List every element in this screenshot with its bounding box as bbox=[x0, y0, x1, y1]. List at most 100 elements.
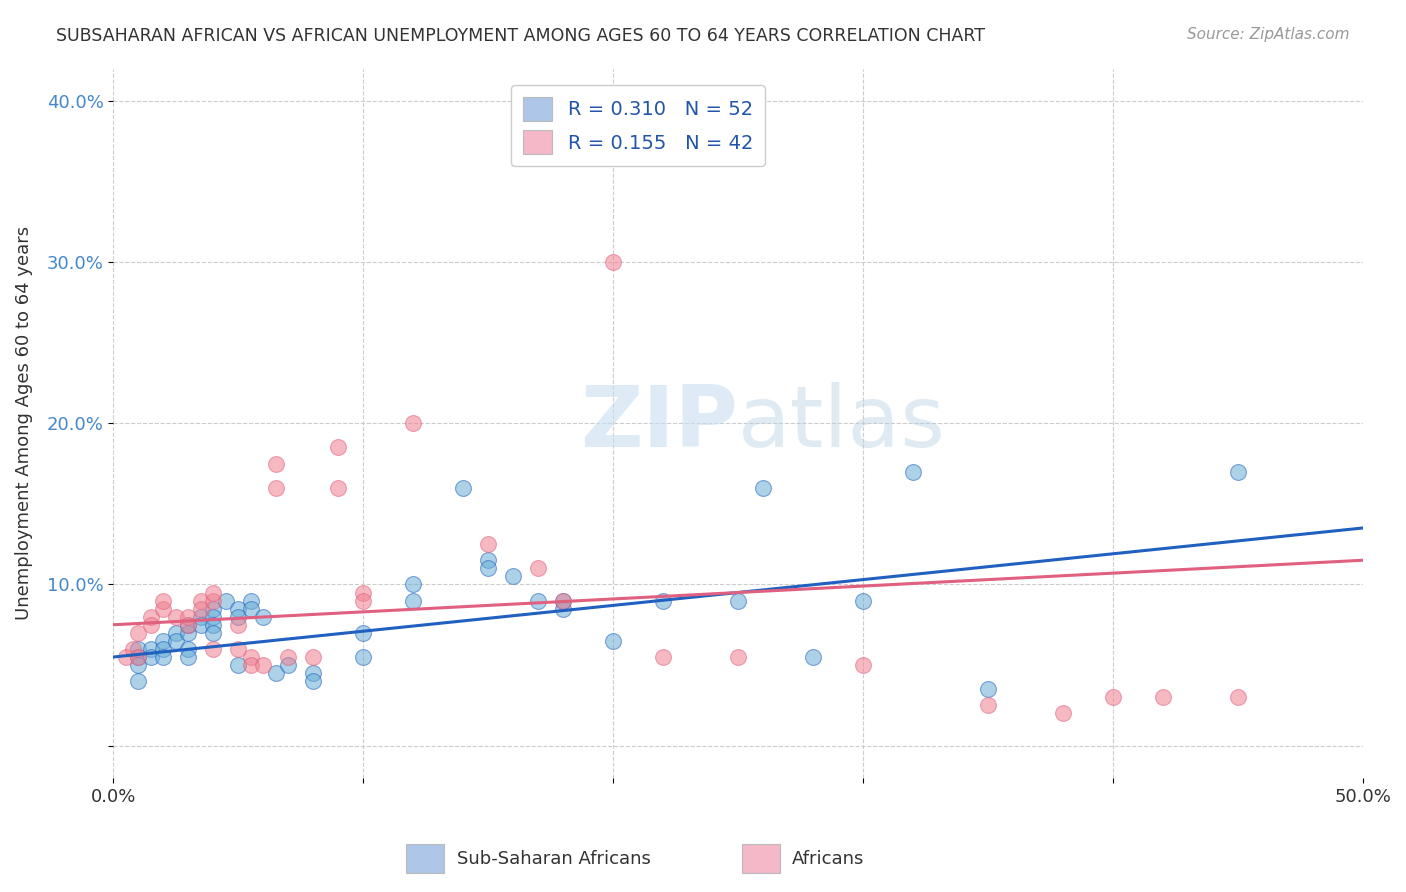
Point bbox=[553, 593, 575, 607]
Point bbox=[477, 553, 499, 567]
Point bbox=[277, 658, 299, 673]
Point bbox=[302, 674, 325, 689]
Point bbox=[727, 593, 749, 607]
Point bbox=[152, 642, 174, 657]
Point bbox=[602, 255, 624, 269]
Point bbox=[652, 593, 675, 607]
Point bbox=[852, 593, 875, 607]
Point bbox=[352, 593, 374, 607]
Bar bbox=[742, 844, 779, 873]
Point bbox=[652, 650, 675, 665]
Point bbox=[122, 642, 145, 657]
Point bbox=[451, 481, 474, 495]
Point bbox=[264, 457, 287, 471]
Point bbox=[177, 642, 200, 657]
Point bbox=[139, 609, 162, 624]
Point bbox=[402, 593, 425, 607]
Point bbox=[852, 658, 875, 673]
Point bbox=[202, 601, 225, 615]
Text: atlas: atlas bbox=[738, 382, 946, 465]
Point bbox=[127, 625, 149, 640]
Point bbox=[352, 585, 374, 599]
Point bbox=[228, 658, 250, 673]
Point bbox=[252, 658, 274, 673]
Point bbox=[177, 609, 200, 624]
Point bbox=[302, 650, 325, 665]
Point bbox=[139, 642, 162, 657]
Point bbox=[1226, 465, 1249, 479]
Point bbox=[352, 650, 374, 665]
Point bbox=[177, 625, 200, 640]
Point bbox=[239, 658, 262, 673]
Point bbox=[215, 593, 238, 607]
Text: Africans: Africans bbox=[793, 849, 865, 868]
Point bbox=[202, 609, 225, 624]
Point bbox=[477, 561, 499, 575]
Point bbox=[127, 642, 149, 657]
Point bbox=[127, 650, 149, 665]
Point bbox=[752, 481, 775, 495]
Point bbox=[553, 593, 575, 607]
Legend: R = 0.310   N = 52, R = 0.155   N = 42: R = 0.310 N = 52, R = 0.155 N = 42 bbox=[512, 86, 765, 166]
Point bbox=[228, 642, 250, 657]
Point bbox=[1226, 690, 1249, 705]
Point bbox=[302, 666, 325, 681]
Point bbox=[152, 593, 174, 607]
Point bbox=[801, 650, 824, 665]
Point bbox=[1101, 690, 1123, 705]
Point bbox=[127, 658, 149, 673]
Point bbox=[402, 577, 425, 591]
Point bbox=[239, 593, 262, 607]
Point bbox=[264, 481, 287, 495]
Point bbox=[527, 561, 550, 575]
Point bbox=[165, 625, 187, 640]
Point bbox=[202, 585, 225, 599]
Point bbox=[328, 441, 350, 455]
Point bbox=[553, 601, 575, 615]
Point bbox=[202, 625, 225, 640]
Point bbox=[1052, 706, 1074, 721]
Point bbox=[239, 601, 262, 615]
Point bbox=[165, 633, 187, 648]
Point bbox=[165, 609, 187, 624]
Point bbox=[977, 698, 1000, 713]
Point bbox=[228, 617, 250, 632]
Text: SUBSAHARAN AFRICAN VS AFRICAN UNEMPLOYMENT AMONG AGES 60 TO 64 YEARS CORRELATION: SUBSAHARAN AFRICAN VS AFRICAN UNEMPLOYME… bbox=[56, 27, 986, 45]
Point bbox=[115, 650, 138, 665]
Point bbox=[127, 674, 149, 689]
Point bbox=[177, 617, 200, 632]
Text: Sub-Saharan Africans: Sub-Saharan Africans bbox=[457, 849, 651, 868]
Point bbox=[502, 569, 524, 583]
Point bbox=[202, 617, 225, 632]
Point bbox=[228, 609, 250, 624]
Point bbox=[127, 650, 149, 665]
Text: ZIP: ZIP bbox=[581, 382, 738, 465]
Point bbox=[177, 650, 200, 665]
Point bbox=[352, 625, 374, 640]
Point bbox=[190, 617, 212, 632]
Point bbox=[190, 601, 212, 615]
Point bbox=[328, 481, 350, 495]
Point bbox=[477, 537, 499, 551]
Point bbox=[152, 601, 174, 615]
Point bbox=[190, 593, 212, 607]
Point bbox=[177, 617, 200, 632]
Point bbox=[152, 633, 174, 648]
Point bbox=[527, 593, 550, 607]
Point bbox=[402, 416, 425, 430]
Point bbox=[190, 609, 212, 624]
Point bbox=[977, 682, 1000, 697]
Bar bbox=[406, 844, 444, 873]
Text: Source: ZipAtlas.com: Source: ZipAtlas.com bbox=[1187, 27, 1350, 42]
Point bbox=[901, 465, 924, 479]
Point bbox=[139, 617, 162, 632]
Point bbox=[602, 633, 624, 648]
Point bbox=[152, 650, 174, 665]
Point bbox=[202, 593, 225, 607]
Point bbox=[252, 609, 274, 624]
Point bbox=[202, 642, 225, 657]
Point bbox=[727, 650, 749, 665]
Point bbox=[277, 650, 299, 665]
Point bbox=[239, 650, 262, 665]
Point bbox=[228, 601, 250, 615]
